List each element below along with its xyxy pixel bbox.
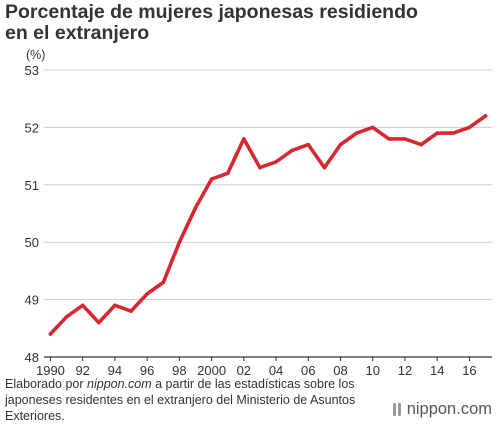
brand-mark-icon bbox=[392, 402, 403, 417]
data-point bbox=[96, 320, 101, 325]
y-unit-label: (%) bbox=[26, 48, 45, 62]
x-tick-label: 14 bbox=[430, 363, 444, 378]
source-note: Elaborado por nippon.com a partir de las… bbox=[5, 376, 400, 424]
x-tick-label: 98 bbox=[172, 363, 186, 378]
data-point bbox=[338, 142, 343, 147]
brand-logo: nippon.com bbox=[392, 400, 492, 419]
y-tick-label: 52 bbox=[25, 120, 39, 135]
chart-title-line-2: en el extranjero bbox=[5, 22, 150, 44]
series-line bbox=[48, 114, 488, 336]
data-point bbox=[209, 177, 214, 181]
data-point bbox=[193, 205, 198, 210]
data-point bbox=[177, 240, 182, 244]
y-tick-labels: 48 49 50 51 52 53 bbox=[25, 63, 39, 365]
data-point bbox=[290, 148, 294, 153]
data-point bbox=[145, 292, 149, 296]
data-point bbox=[80, 303, 85, 308]
data-point bbox=[274, 160, 278, 164]
source-site: nippon.com bbox=[87, 377, 152, 391]
x-tick-label: 06 bbox=[301, 363, 315, 378]
brand-name: nippon.com bbox=[406, 400, 492, 418]
data-point bbox=[467, 125, 472, 130]
data-point bbox=[161, 280, 166, 285]
data-point bbox=[435, 131, 440, 135]
data-point bbox=[64, 315, 69, 319]
x-tick-label: 94 bbox=[108, 363, 122, 378]
x-tick-label: 08 bbox=[333, 363, 347, 378]
series-group bbox=[48, 114, 488, 336]
chart-title: Porcentaje de mujeres japonesas residien… bbox=[5, 2, 495, 44]
x-tick-label: 1990 bbox=[36, 363, 65, 378]
x-tick-label: 04 bbox=[269, 363, 283, 378]
y-tick-label: 49 bbox=[25, 293, 39, 308]
source-suffix: a partir de las estadísticas sobre los j… bbox=[5, 377, 356, 423]
data-point bbox=[370, 125, 375, 130]
x-tick-label: 02 bbox=[237, 363, 251, 378]
y-tick-label: 51 bbox=[25, 178, 39, 193]
x-tick-label: 96 bbox=[140, 363, 154, 378]
data-point bbox=[113, 303, 117, 308]
x-tick-label: 10 bbox=[366, 363, 380, 378]
y-tick-label: 50 bbox=[25, 235, 39, 250]
data-point bbox=[129, 309, 133, 313]
x-axis bbox=[44, 356, 492, 361]
data-point bbox=[242, 137, 246, 141]
x-tick-label: 2000 bbox=[197, 363, 226, 378]
y-tick-label: 53 bbox=[25, 63, 39, 78]
data-point bbox=[306, 142, 311, 147]
data-point bbox=[403, 137, 407, 141]
x-tick-labels: 1990 92 94 96 98 2000 02 04 06 08 10 12 14 16 bbox=[36, 363, 477, 378]
data-point bbox=[451, 131, 456, 135]
data-point bbox=[387, 137, 391, 141]
data-point bbox=[258, 165, 262, 170]
data-point bbox=[419, 142, 423, 147]
data-point bbox=[48, 332, 53, 336]
grid-lines bbox=[44, 69, 492, 301]
x-tick-label: 12 bbox=[398, 363, 412, 378]
source-prefix: Elaborado por bbox=[5, 377, 88, 391]
y-tick-label: 48 bbox=[25, 350, 39, 365]
x-tick-label: 92 bbox=[75, 363, 89, 378]
chart-title-line-1: Porcentaje de mujeres japonesas residien… bbox=[5, 1, 418, 23]
data-point bbox=[483, 114, 488, 118]
data-point bbox=[354, 131, 359, 135]
data-point bbox=[225, 171, 230, 176]
x-tick-label: 16 bbox=[462, 363, 476, 378]
data-point bbox=[322, 165, 327, 170]
